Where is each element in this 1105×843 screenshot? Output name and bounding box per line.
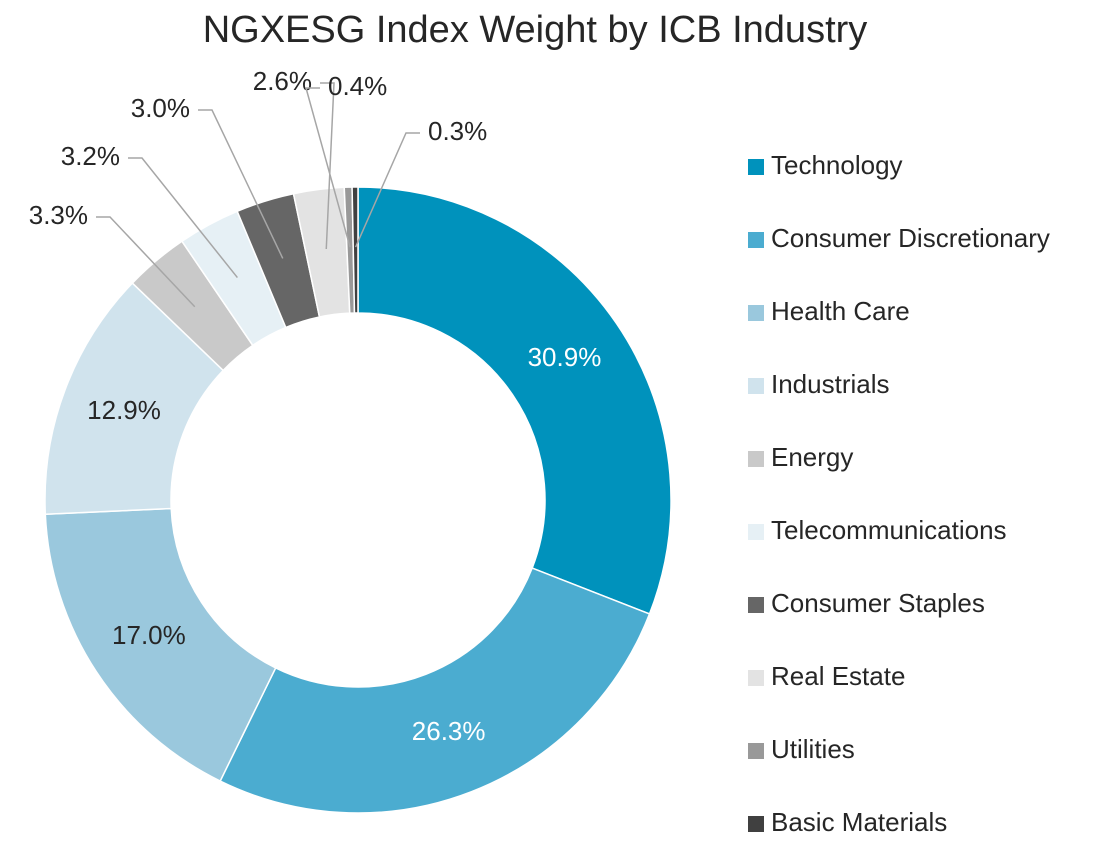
leader-line [354,132,420,248]
data-label: 0.4% [328,71,387,101]
data-label: 3.0% [131,93,190,123]
leader-line [198,109,284,259]
chart-title: NGXESG Index Weight by ICB Industry [203,9,868,51]
legend-label: Consumer Discretionary [771,223,1050,253]
leader-line [96,216,196,308]
legend-label: Energy [771,442,853,472]
leader-line [128,157,238,279]
legend-swatch [748,378,764,394]
data-label: 12.9% [87,395,161,425]
legend-swatch [748,597,764,613]
legend-label: Utilities [771,734,855,764]
leader-line [305,87,351,248]
legend-swatch [748,159,764,175]
data-label: 26.3% [412,716,486,746]
slice [357,186,672,615]
legend-label: Real Estate [771,661,905,691]
legend-swatch [748,743,764,759]
legend-label: Telecommunications [771,515,1007,545]
legend-swatch [748,451,764,467]
data-label: 3.2% [61,141,120,171]
legend-label: Technology [771,150,903,180]
data-label: 30.9% [528,342,602,372]
legend-swatch [748,816,764,832]
data-label: 17.0% [112,620,186,650]
legend-label: Industrials [771,369,890,399]
legend-label: Basic Materials [771,807,947,837]
data-label: 3.3% [29,200,88,230]
legend-label: Health Care [771,296,910,326]
data-label: 2.6% [253,66,312,96]
legend-swatch [748,524,764,540]
legend-swatch [748,305,764,321]
data-label: 0.3% [428,116,487,146]
leader-line [320,82,335,250]
legend-swatch [748,232,764,248]
slice [351,186,359,314]
legend-label: Consumer Staples [771,588,985,618]
slice [44,507,277,783]
slice [219,567,651,814]
legend-swatch [748,670,764,686]
